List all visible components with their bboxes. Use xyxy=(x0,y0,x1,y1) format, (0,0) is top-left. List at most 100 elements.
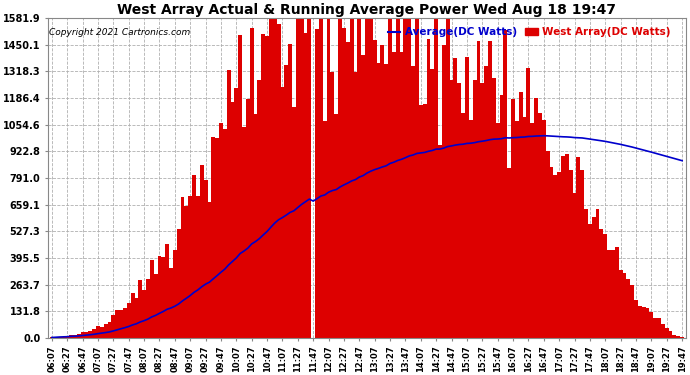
Bar xyxy=(223,129,226,338)
Bar xyxy=(419,105,422,338)
Bar xyxy=(300,3,304,338)
Bar xyxy=(673,335,676,338)
Bar xyxy=(665,328,669,338)
Bar xyxy=(457,83,461,338)
Bar xyxy=(469,120,473,338)
Bar xyxy=(188,196,192,338)
Bar xyxy=(634,300,638,338)
Bar xyxy=(438,145,442,338)
Bar xyxy=(450,80,453,338)
Bar xyxy=(177,228,181,338)
Bar xyxy=(377,63,380,338)
Bar xyxy=(342,28,346,338)
Bar xyxy=(81,332,84,338)
Bar xyxy=(534,98,538,338)
Bar xyxy=(219,123,223,338)
Bar xyxy=(288,44,292,338)
Bar xyxy=(669,332,672,338)
Bar xyxy=(627,279,630,338)
Text: Copyright 2021 Cartronics.com: Copyright 2021 Cartronics.com xyxy=(49,27,190,36)
Bar xyxy=(434,13,438,338)
Bar xyxy=(584,209,588,338)
Bar xyxy=(631,285,634,338)
Bar xyxy=(66,336,69,338)
Bar xyxy=(646,308,649,338)
Bar xyxy=(69,334,73,338)
Bar xyxy=(123,308,127,338)
Bar xyxy=(411,66,415,338)
Bar xyxy=(284,65,288,338)
Bar xyxy=(392,52,396,338)
Bar xyxy=(319,12,323,338)
Bar xyxy=(565,154,569,338)
Bar xyxy=(465,57,469,338)
Bar xyxy=(531,123,534,338)
Bar xyxy=(77,334,81,338)
Bar xyxy=(504,30,507,338)
Bar xyxy=(131,292,135,338)
Bar xyxy=(346,42,350,338)
Bar xyxy=(381,45,384,338)
Bar xyxy=(204,180,208,338)
Bar xyxy=(208,202,211,338)
Bar xyxy=(653,318,657,338)
Bar xyxy=(315,28,319,338)
Bar xyxy=(473,80,476,338)
Bar xyxy=(211,137,215,338)
Bar xyxy=(661,324,664,338)
Bar xyxy=(292,107,296,338)
Bar xyxy=(265,36,269,338)
Bar xyxy=(453,58,457,338)
Bar xyxy=(304,33,307,338)
Bar xyxy=(519,92,522,338)
Bar xyxy=(157,256,161,338)
Bar xyxy=(546,151,549,338)
Bar xyxy=(558,172,561,338)
Bar xyxy=(173,250,177,338)
Bar xyxy=(230,102,235,338)
Bar xyxy=(100,327,104,338)
Bar xyxy=(415,6,419,338)
Bar xyxy=(488,40,492,338)
Bar xyxy=(573,193,576,338)
Bar xyxy=(507,168,511,338)
Bar xyxy=(96,326,100,338)
Bar xyxy=(461,114,465,338)
Bar xyxy=(649,312,653,338)
Bar xyxy=(281,87,284,338)
Bar xyxy=(477,42,480,338)
Bar xyxy=(193,176,196,338)
Bar xyxy=(354,72,357,338)
Bar xyxy=(112,315,115,338)
Bar xyxy=(526,68,530,338)
Bar xyxy=(500,95,503,338)
Bar xyxy=(273,0,277,338)
Bar xyxy=(484,66,488,338)
Bar xyxy=(561,156,565,338)
Bar xyxy=(331,72,334,338)
Bar xyxy=(142,290,146,338)
Bar xyxy=(308,20,311,338)
Bar xyxy=(115,310,119,338)
Bar xyxy=(407,0,411,338)
Bar xyxy=(262,34,265,338)
Bar xyxy=(73,335,77,338)
Bar xyxy=(327,0,331,338)
Bar xyxy=(108,322,111,338)
Bar xyxy=(492,78,495,338)
Bar xyxy=(119,309,123,338)
Bar xyxy=(577,158,580,338)
Bar xyxy=(511,99,515,338)
Bar xyxy=(426,39,431,338)
Bar xyxy=(622,273,627,338)
Bar xyxy=(135,298,138,338)
Bar xyxy=(227,70,230,338)
Bar xyxy=(58,337,61,338)
Bar xyxy=(550,167,553,338)
Bar xyxy=(181,197,184,338)
Bar xyxy=(600,229,603,338)
Bar xyxy=(184,207,188,338)
Bar xyxy=(238,35,242,338)
Bar xyxy=(592,217,595,338)
Bar xyxy=(384,64,388,338)
